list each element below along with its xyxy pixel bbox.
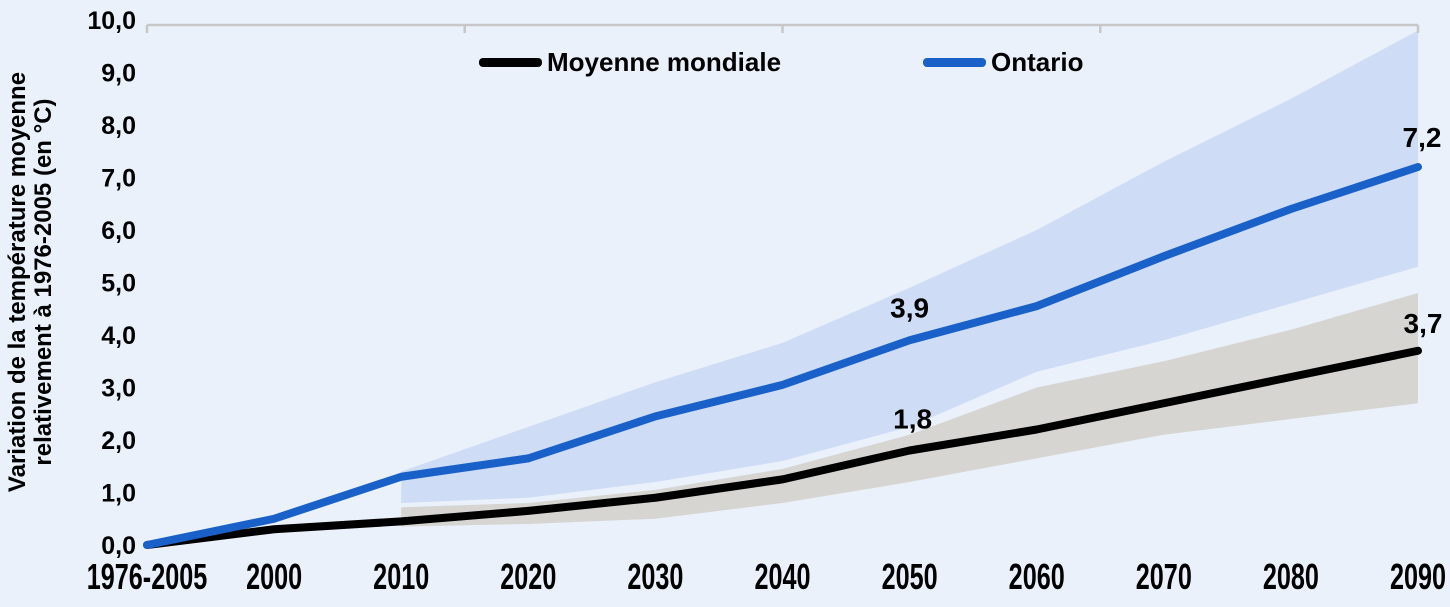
- y-tick-label: 10,0: [87, 7, 136, 35]
- x-tick-label: 1976-2005: [87, 557, 207, 598]
- y-tick-label: 1,0: [101, 480, 136, 508]
- x-tick-label: 2060: [1009, 557, 1065, 598]
- x-tick-label: 2000: [246, 557, 302, 598]
- x-tick-label: 2080: [1263, 557, 1319, 598]
- data-label: 1,8: [893, 404, 932, 435]
- series-line-ontario: [143, 163, 1422, 549]
- y-tick-label: 2,0: [101, 427, 136, 455]
- series-line-moyenne-mondiale: [143, 346, 1422, 549]
- x-tick-label: 2030: [627, 557, 683, 598]
- x-tick-label: 2070: [1136, 557, 1192, 598]
- x-tick-label: 2050: [882, 557, 938, 598]
- y-axis-title-line-1: Variation de la température moyenne: [3, 71, 31, 493]
- y-tick-label: 8,0: [101, 112, 136, 140]
- y-tick-label: 4,0: [101, 322, 136, 350]
- y-tick-label: 3,0: [101, 375, 136, 403]
- legend-label-moyenne-mondiale: Moyenne mondiale: [547, 47, 782, 77]
- data-label: 3,9: [890, 292, 929, 323]
- x-tick-label: 2090: [1390, 557, 1446, 598]
- y-tick-label: 5,0: [101, 270, 136, 298]
- legend-line-swatch-black: [479, 58, 542, 67]
- plot-top-border: [145, 23, 1420, 33]
- y-tick-label: 7,0: [101, 165, 136, 193]
- legend-item-moyenne-mondiale: Moyenne mondiale: [479, 47, 781, 78]
- y-axis-title: Variation de la température moyenne rela…: [3, 71, 57, 493]
- y-tick-label: 6,0: [101, 217, 136, 245]
- chart-legend: Moyenne mondiale Ontario: [479, 47, 1084, 78]
- data-label: 3,7: [1404, 308, 1443, 339]
- y-tick-label: 9,0: [101, 60, 136, 88]
- x-tick-label: 2040: [754, 557, 810, 598]
- uncertainty-band-moyenne-mondiale: [401, 293, 1418, 527]
- uncertainty-band-ontario: [401, 30, 1418, 503]
- x-tick-label: 2020: [500, 557, 556, 598]
- legend-item-ontario: Ontario: [923, 47, 1084, 78]
- y-axis-title-line-2: relativement à 1976-2005 (en °C): [30, 98, 57, 466]
- x-tick-label: 2010: [373, 557, 429, 598]
- legend-line-swatch-blue: [923, 58, 987, 67]
- legend-label-ontario: Ontario: [991, 47, 1084, 77]
- y-tick-label: 0,0: [101, 532, 136, 560]
- data-label: 7,2: [1403, 122, 1442, 153]
